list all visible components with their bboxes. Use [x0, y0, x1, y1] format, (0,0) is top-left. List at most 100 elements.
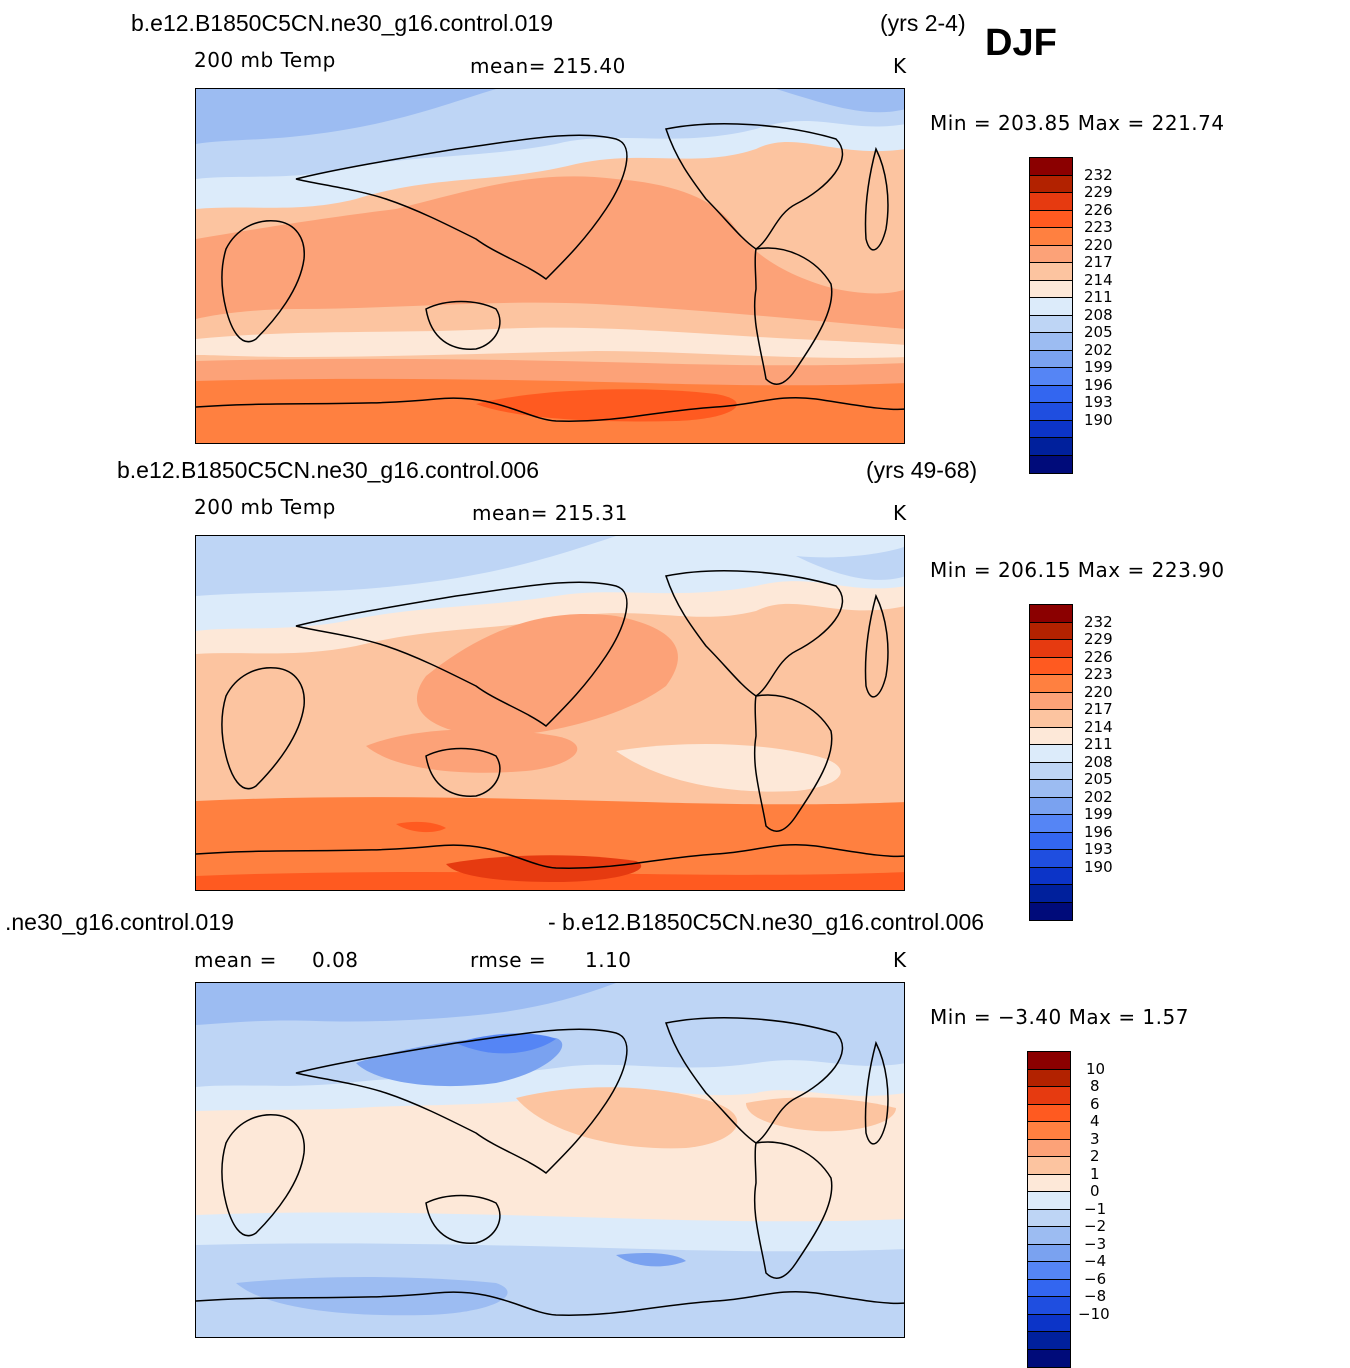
- colorbar-swatch: [1030, 245, 1072, 263]
- colorbar-label: 229: [1084, 183, 1113, 201]
- colorbar-swatch: [1030, 210, 1072, 228]
- colorbar-label: 199: [1084, 805, 1113, 823]
- panel2-colorbar: [1029, 604, 1073, 921]
- colorbar-swatch: [1030, 745, 1072, 763]
- colorbar-swatch: [1030, 193, 1072, 211]
- colorbar-swatch: [1030, 368, 1072, 386]
- colorbar-swatch: [1030, 605, 1072, 623]
- panel3-rmse-value: 1.10: [585, 948, 632, 972]
- colorbar-swatch: [1028, 1279, 1070, 1297]
- panel3-units: K: [893, 948, 907, 972]
- colorbar-label: 6: [1090, 1095, 1100, 1113]
- colorbar-label: −1: [1084, 1200, 1107, 1218]
- panel1-case-title: b.e12.B1850C5CN.ne30_g16.control.019: [131, 10, 553, 36]
- colorbar-label: −8: [1084, 1287, 1107, 1305]
- colorbar-label: 205: [1084, 323, 1113, 341]
- colorbar-label: 1: [1090, 1165, 1100, 1183]
- colorbar-swatch: [1028, 1122, 1070, 1140]
- colorbar-swatch: [1028, 1087, 1070, 1105]
- colorbar-swatch: [1030, 832, 1072, 850]
- panel3-case-left: .ne30_g16.control.019: [5, 909, 234, 935]
- panel2-contour-field: [196, 536, 904, 890]
- colorbar-swatch: [1030, 350, 1072, 368]
- colorbar-swatch: [1030, 692, 1072, 710]
- colorbar-swatch: [1028, 1174, 1070, 1192]
- colorbar-label: 220: [1084, 236, 1113, 254]
- colorbar-label: 4: [1090, 1112, 1100, 1130]
- colorbar-swatch: [1030, 455, 1072, 473]
- colorbar-swatch: [1028, 1157, 1070, 1175]
- colorbar-swatch: [1030, 640, 1072, 658]
- colorbar-swatch: [1028, 1192, 1070, 1210]
- colorbar-swatch: [1028, 1332, 1070, 1350]
- colorbar-swatch: [1028, 1349, 1070, 1367]
- colorbar-label: 193: [1084, 393, 1113, 411]
- colorbar-swatch: [1030, 902, 1072, 920]
- colorbar-label: 190: [1084, 858, 1113, 876]
- colorbar-swatch: [1028, 1052, 1070, 1070]
- colorbar-swatch: [1030, 420, 1072, 438]
- colorbar-swatch: [1030, 727, 1072, 745]
- colorbar-label: 211: [1084, 735, 1113, 753]
- panel3-mean-value: 0.08: [312, 948, 359, 972]
- colorbar-label: 205: [1084, 770, 1113, 788]
- colorbar-label: 217: [1084, 253, 1113, 271]
- panel3-rmse-label: rmse =: [470, 948, 547, 972]
- colorbar-label: 232: [1084, 613, 1113, 631]
- colorbar-label: 196: [1084, 376, 1113, 394]
- colorbar-label: 196: [1084, 823, 1113, 841]
- colorbar-label: 193: [1084, 840, 1113, 858]
- colorbar-label: 202: [1084, 788, 1113, 806]
- colorbar-label: 0: [1090, 1182, 1100, 1200]
- colorbar-swatch: [1030, 315, 1072, 333]
- colorbar-swatch: [1028, 1297, 1070, 1315]
- colorbar-label: 232: [1084, 166, 1113, 184]
- colorbar-swatch: [1030, 438, 1072, 456]
- panel1-minmax: Min = 203.85 Max = 221.74: [930, 111, 1225, 135]
- colorbar-swatch: [1028, 1262, 1070, 1280]
- colorbar-label: 226: [1084, 201, 1113, 219]
- colorbar-label: −2: [1084, 1217, 1107, 1235]
- panel3-case-right: - b.e12.B1850C5CN.ne30_g16.control.006: [548, 909, 985, 935]
- panel2-field: 200 mb Temp: [194, 495, 336, 519]
- colorbar-label: 208: [1084, 306, 1113, 324]
- panel2-units: K: [893, 501, 907, 525]
- colorbar-label: 202: [1084, 341, 1113, 359]
- panel1-field: 200 mb Temp: [194, 48, 336, 72]
- colorbar-label: 190: [1084, 411, 1113, 429]
- colorbar-swatch: [1030, 657, 1072, 675]
- colorbar-swatch: [1030, 333, 1072, 351]
- panel1-units: K: [893, 54, 907, 78]
- colorbar-swatch: [1030, 815, 1072, 833]
- colorbar-swatch: [1028, 1139, 1070, 1157]
- colorbar-label: 8: [1090, 1077, 1100, 1095]
- colorbar-label: 211: [1084, 288, 1113, 306]
- colorbar-label: 226: [1084, 648, 1113, 666]
- colorbar-swatch: [1030, 867, 1072, 885]
- panel2-case-title: b.e12.B1850C5CN.ne30_g16.control.006: [117, 457, 539, 483]
- colorbar-swatch: [1030, 710, 1072, 728]
- colorbar-label: 10: [1086, 1060, 1106, 1078]
- panel1-map: [195, 88, 905, 444]
- colorbar-swatch: [1030, 780, 1072, 798]
- colorbar-label: 220: [1084, 683, 1113, 701]
- panel1-mean: mean= 215.40: [470, 54, 626, 78]
- colorbar-swatch: [1028, 1244, 1070, 1262]
- colorbar-label: −3: [1084, 1235, 1107, 1253]
- colorbar-label: 217: [1084, 700, 1113, 718]
- panel3-colorbar: [1027, 1051, 1071, 1368]
- colorbar-label: −10: [1078, 1305, 1110, 1323]
- colorbar-swatch: [1028, 1209, 1070, 1227]
- panel1-contour-field: [196, 89, 904, 443]
- colorbar-label: 223: [1084, 218, 1113, 236]
- panel3-map: [195, 982, 905, 1338]
- colorbar-swatch: [1030, 158, 1072, 176]
- panel2-mean: mean= 215.31: [472, 501, 628, 525]
- panel3-contour-field: [196, 983, 904, 1337]
- season-label: DJF: [985, 22, 1057, 64]
- colorbar-swatch: [1030, 175, 1072, 193]
- colorbar-label: 208: [1084, 753, 1113, 771]
- colorbar-swatch: [1030, 762, 1072, 780]
- panel1-years: (yrs 2-4): [880, 10, 966, 36]
- colorbar-label: −4: [1084, 1252, 1107, 1270]
